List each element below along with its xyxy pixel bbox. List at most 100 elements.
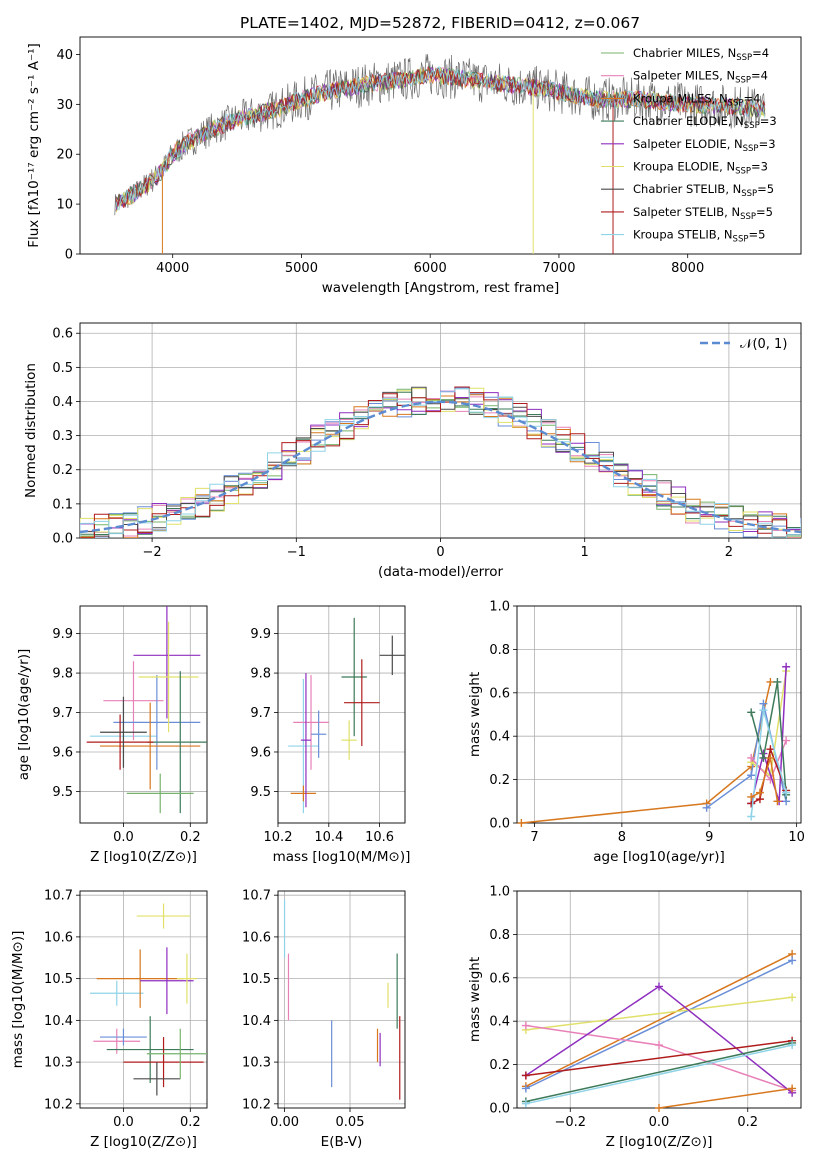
legend-subscript: SSP [735, 76, 751, 86]
weight-marker [782, 736, 791, 745]
errorbars [90, 903, 207, 1096]
x-tick-label: 0.2 [737, 1115, 758, 1130]
legend-text: =4 [743, 91, 760, 105]
y-axis-label: mass weight [467, 957, 483, 1042]
y-tick-label: 10 [56, 198, 73, 213]
legend-subscript: SSP [735, 167, 751, 177]
errorbar-point [290, 785, 317, 802]
y-tick-label: 0.2 [489, 1058, 510, 1073]
x-axis-label: mass [log10(M/M⊙)] [273, 849, 411, 865]
weight-line [525, 959, 793, 1090]
x-axis-label: Z [log10(Z/Z⊙)] [90, 849, 197, 865]
y-tick-label: 9.9 [52, 627, 73, 642]
histograms [80, 386, 801, 538]
errorbar-point [100, 1028, 147, 1046]
x-axis-label: age [log10(age/yr)] [593, 849, 725, 865]
weight-lines [517, 662, 791, 827]
axes-age-vs-mass: 10.2 10.4 10.6 9.5 9.6 9.7 9.8 9.9 mass [log10(M… [250, 605, 411, 865]
weight-marker [747, 708, 756, 717]
x-axis-label: E(B-V) [321, 1134, 363, 1150]
errorbar-point [140, 947, 194, 1015]
weight-line [658, 1087, 793, 1109]
axes-weight-vs-Z: −0.2 0.0 0.2 0.0 0.2 0.4 0.6 0.8 1.0 Z [log10(Z/Z… [467, 885, 802, 1150]
legend-text: Chabrier ELODIE, N [633, 114, 744, 128]
legend-text: Kroupa STELIB, N [633, 228, 733, 242]
legend-text: Salpeter ELODIE, N [633, 137, 743, 151]
weight-marker [788, 1084, 797, 1093]
errorbar-point [379, 635, 405, 676]
x-tick-label: 0 [436, 545, 444, 560]
weight-marker [788, 993, 797, 1002]
y-tick-label: 0.1 [52, 497, 73, 512]
errorbars [86, 606, 207, 814]
y-tick-label: 9.8 [250, 667, 271, 682]
legend-subscript: SSP [741, 189, 757, 199]
weight-marker [517, 819, 526, 827]
legend-subscript: SSP [728, 98, 744, 108]
x-tick-label: 5000 [285, 261, 318, 276]
weight-marker [782, 788, 791, 797]
x-tick-label: 10.6 [365, 830, 394, 845]
errorbar-point [126, 773, 194, 814]
legend-text: =4 [751, 69, 768, 83]
axes-frame [79, 36, 802, 255]
y-tick-label: 10.2 [44, 1097, 73, 1112]
y-tick-label: 1.0 [489, 885, 510, 900]
errorbar-point [344, 659, 380, 747]
x-tick-label: 0.2 [180, 830, 201, 845]
y-tick-label: 9.7 [52, 706, 73, 721]
y-axis-label: Normed distribution [23, 363, 39, 498]
y-tick-label: 9.5 [250, 785, 271, 800]
errorbar-point [300, 673, 312, 808]
normal-curve [80, 400, 801, 534]
weight-marker [747, 753, 756, 762]
legend-text: =4 [752, 46, 769, 60]
errorbar-point [96, 949, 184, 1008]
legend-text: =5 [757, 182, 774, 196]
x-axis-label: Z [log10(Z/Z⊙)] [90, 1134, 197, 1150]
legend-entry: 𝒩(0, 1) [740, 337, 787, 352]
x-tick-label: 6000 [414, 261, 447, 276]
y-axis-label: Flux [fλ10⁻¹⁷ erg cm⁻² s⁻¹ A⁻¹] [26, 43, 42, 248]
errorbar-point [100, 702, 201, 790]
y-tick-label: 0.4 [52, 395, 73, 410]
x-tick-label: 0.05 [336, 1115, 365, 1130]
errorbar-point [100, 696, 147, 768]
weight-marker [773, 797, 782, 806]
x-tick-label: −1 [287, 545, 306, 560]
weight-marker [655, 1041, 663, 1050]
legend-text: Kroupa ELODIE, N [633, 160, 735, 174]
y-tick-label: 10.6 [242, 930, 271, 945]
legend-subscript: SSP [740, 212, 756, 222]
x-tick-label: 0.0 [649, 1115, 670, 1130]
y-axis-label: age [log10(age/yr)] [16, 649, 32, 781]
figure-title: PLATE=1402, MJD=52872, FIBERID=0412, z=0… [240, 14, 640, 32]
weight-marker [521, 1021, 530, 1030]
weight-marker [747, 792, 756, 801]
y-tick-label: 0.8 [489, 928, 510, 943]
legend-entry: Salpeter MILES, NSSP=4 [633, 69, 768, 86]
weight-marker [759, 753, 768, 762]
model-line [115, 66, 766, 209]
y-tick-label: 10.6 [44, 930, 73, 945]
weight-marker [755, 788, 764, 797]
legend-text: Kroupa MILES, N [633, 91, 728, 105]
x-tick-label: 0.2 [180, 1115, 201, 1130]
weight-line [525, 1039, 793, 1077]
y-tick-label: 10.4 [44, 1014, 73, 1029]
errorbar-point [86, 714, 154, 770]
errorbar-point [146, 1028, 207, 1079]
legend-entry: Kroupa ELODIE, NSSP=3 [633, 160, 768, 177]
weight-marker [521, 1084, 530, 1093]
weight-marker [521, 1099, 530, 1108]
weight-marker [766, 745, 775, 754]
y-tick-label: 10.3 [242, 1056, 271, 1071]
y-tick-label: 9.6 [52, 745, 73, 760]
weight-marker [702, 803, 711, 812]
y-tick-label: 0.5 [52, 361, 73, 376]
y-tick-label: 0.4 [489, 1015, 510, 1030]
weight-marker [747, 812, 756, 821]
y-tick-label: 40 [56, 48, 73, 63]
legend-entry: Kroupa STELIB, NSSP=5 [633, 228, 765, 245]
